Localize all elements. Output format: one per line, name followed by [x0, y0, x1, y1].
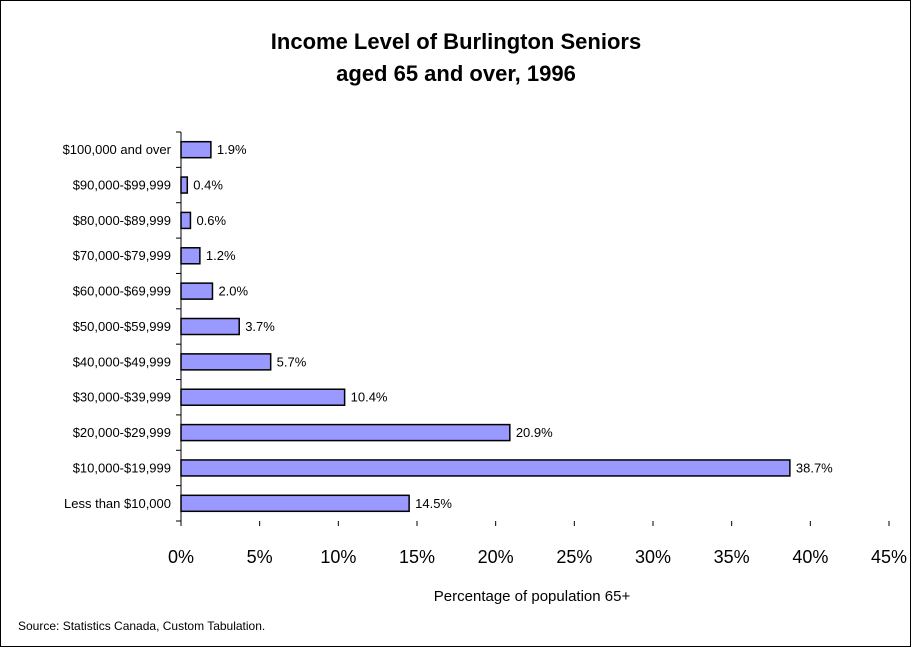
data-label: 0.6%: [196, 213, 226, 228]
x-tick-label: 45%: [871, 547, 907, 567]
y-tick-label: $30,000-$39,999: [73, 390, 171, 405]
chart-title: Income Level of Burlington Seniors: [271, 29, 641, 54]
data-label: 1.2%: [206, 248, 236, 263]
data-label: 20.9%: [516, 425, 553, 440]
y-tick-label: $90,000-$99,999: [73, 177, 171, 192]
x-tick-label: 10%: [320, 547, 356, 567]
data-label: 5.7%: [277, 354, 307, 369]
data-label: 2.0%: [218, 284, 248, 299]
bar: [180, 423, 511, 442]
x-tick-label: 0%: [168, 547, 194, 567]
bar: [180, 282, 214, 300]
y-tick-label: $100,000 and over: [63, 142, 172, 157]
y-tick-label: $60,000-$69,999: [73, 284, 171, 299]
bar: [180, 176, 189, 194]
x-tick-label: 5%: [247, 547, 273, 567]
y-tick-label: Less than $10,000: [64, 496, 171, 511]
y-tick-label: $10,000-$19,999: [73, 460, 171, 475]
x-tick-label: 25%: [556, 547, 592, 567]
data-label: 14.5%: [415, 496, 452, 511]
bar: [180, 247, 201, 265]
bar: [180, 353, 272, 371]
x-tick-label: 40%: [792, 547, 828, 567]
bar: [180, 388, 346, 406]
y-tick-label: $80,000-$89,999: [73, 213, 171, 228]
bar: [180, 459, 791, 477]
x-tick-label: 15%: [399, 547, 435, 567]
x-tick-label: 30%: [635, 547, 671, 567]
bar: [180, 211, 192, 230]
x-tick-label: 20%: [478, 547, 514, 567]
data-label: 38.7%: [796, 460, 833, 475]
y-tick-label: $70,000-$79,999: [73, 248, 171, 263]
source-note: Source: Statistics Canada, Custom Tabula…: [18, 619, 265, 633]
bar: [180, 317, 240, 336]
x-axis-label: Percentage of population 65+: [434, 588, 631, 605]
chart-title: aged 65 and over, 1996: [336, 61, 576, 86]
y-tick-label: $40,000-$49,999: [73, 354, 171, 369]
data-label: 0.4%: [193, 177, 223, 192]
data-label: 10.4%: [351, 390, 388, 405]
bar: [180, 494, 410, 513]
x-tick-label: 35%: [714, 547, 750, 567]
bar: [180, 140, 212, 159]
data-label: 3.7%: [245, 319, 275, 334]
y-tick-label: $20,000-$29,999: [73, 425, 171, 440]
data-label: 1.9%: [217, 142, 247, 157]
y-tick-label: $50,000-$59,999: [73, 319, 171, 334]
